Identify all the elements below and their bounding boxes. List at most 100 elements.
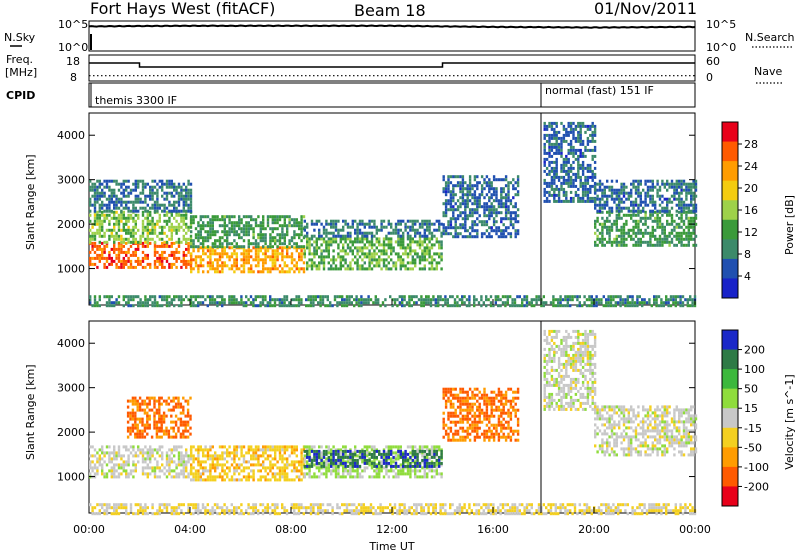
heatmap-cell [513, 304, 517, 308]
heatmap-cell [202, 448, 205, 452]
heatmap-cell [155, 429, 159, 433]
heatmap-cell [235, 255, 238, 259]
heatmap-cell [266, 301, 269, 305]
heatmap-cell [216, 304, 219, 308]
heatmap-cell [175, 463, 178, 467]
heatmap-cell [490, 226, 493, 230]
heatmap-cell [177, 228, 181, 232]
heatmap-cell [502, 187, 505, 191]
heatmap-cell [646, 231, 650, 235]
heatmap-cell [404, 228, 407, 232]
heatmap-cell [679, 295, 682, 299]
heatmap-cell [233, 460, 236, 464]
heatmap-cell [259, 301, 262, 305]
heatmap-cell [497, 202, 501, 206]
heatmap-cell [238, 472, 241, 476]
heatmap-cell [204, 466, 207, 470]
heatmap-cell [654, 219, 657, 223]
heatmap-cell [567, 124, 570, 128]
heatmap-cell [358, 237, 362, 241]
heatmap-cell [182, 209, 185, 213]
heatmap-cell [235, 451, 238, 455]
heatmap-cell [264, 252, 267, 256]
heatmap-cell [321, 301, 325, 305]
heatmap-cell [619, 304, 622, 308]
heatmap-cell [411, 267, 414, 271]
heatmap-cell [542, 301, 545, 305]
heatmap-cell [96, 256, 99, 260]
heatmap-cell [185, 237, 188, 241]
heatmap-cell [478, 205, 481, 209]
heatmap-cell [373, 222, 376, 226]
heatmap-cell [666, 209, 669, 213]
heatmap-cell [567, 175, 570, 179]
heatmap-cell [117, 237, 121, 241]
heatmap-cell [228, 445, 231, 449]
heatmap-cell [506, 298, 509, 302]
heatmap-cell [337, 234, 340, 238]
heatmap-cell [298, 267, 301, 271]
heatmap-cell [153, 247, 157, 251]
heatmap-cell [423, 249, 426, 253]
heatmap-cell [390, 249, 393, 253]
heatmap-cell [271, 252, 274, 256]
heatmap-cell [669, 295, 673, 299]
heatmap-cell [356, 258, 359, 262]
heatmap-cell [271, 261, 274, 265]
heatmap-cell [151, 295, 154, 299]
heatmap-cell [375, 240, 378, 244]
heatmap-cell [257, 457, 260, 461]
heatmap-cell [439, 295, 442, 299]
heatmap-cell [126, 426, 130, 430]
heatmap-cell [211, 249, 214, 253]
heatmap-cell [89, 454, 92, 458]
heatmap-cell [694, 188, 698, 192]
heatmap-cell [630, 216, 633, 220]
heatmap-cell [675, 222, 678, 226]
heatmap-cell [168, 466, 171, 470]
heatmap-cell [242, 227, 246, 231]
heatmap-cell [559, 301, 562, 305]
heatmap-cell [197, 230, 200, 234]
heatmap-cell [127, 250, 130, 254]
heatmap-cell [274, 258, 277, 262]
heatmap-cell [569, 151, 573, 155]
heatmap-cell [93, 301, 97, 305]
heatmap-cell [654, 203, 657, 207]
heatmap-cell [322, 240, 326, 244]
heatmap-cell [553, 187, 556, 191]
heatmap-cell [202, 215, 205, 219]
heatmap-cell [476, 199, 479, 203]
heatmap-cell [421, 258, 424, 262]
heatmap-cell [286, 255, 289, 259]
heatmap-cell [148, 423, 151, 427]
heatmap-cell [108, 203, 111, 207]
heatmap-cell [447, 199, 450, 203]
heatmap-cell [687, 228, 690, 232]
heatmap-cell [127, 231, 130, 235]
heatmap-cell [189, 188, 193, 192]
heatmap-cell [129, 253, 133, 257]
heatmap-cell [141, 188, 145, 192]
heatmap-cell [468, 214, 472, 218]
heatmap-cell [630, 191, 633, 195]
heatmap-cell [691, 298, 694, 302]
heatmap-cell [324, 295, 327, 299]
heatmap-cell [211, 463, 214, 467]
heatmap-cell [218, 255, 222, 259]
heatmap-cell [93, 237, 97, 241]
heatmap-cell [278, 448, 282, 452]
heatmap-cell [562, 190, 566, 194]
heatmap-cell [108, 262, 111, 266]
heatmap-cell [218, 252, 222, 256]
heatmap-cell [127, 185, 130, 189]
heatmap-cell [483, 187, 486, 191]
heatmap-cell [264, 475, 267, 479]
heatmap-cell [187, 197, 190, 201]
heatmap-cell [127, 219, 130, 223]
heatmap-cell [93, 231, 97, 235]
heatmap-cell [569, 124, 573, 128]
heatmap-cell [233, 472, 236, 476]
heatmap-cell [366, 234, 369, 238]
heatmap-cell [264, 466, 267, 470]
